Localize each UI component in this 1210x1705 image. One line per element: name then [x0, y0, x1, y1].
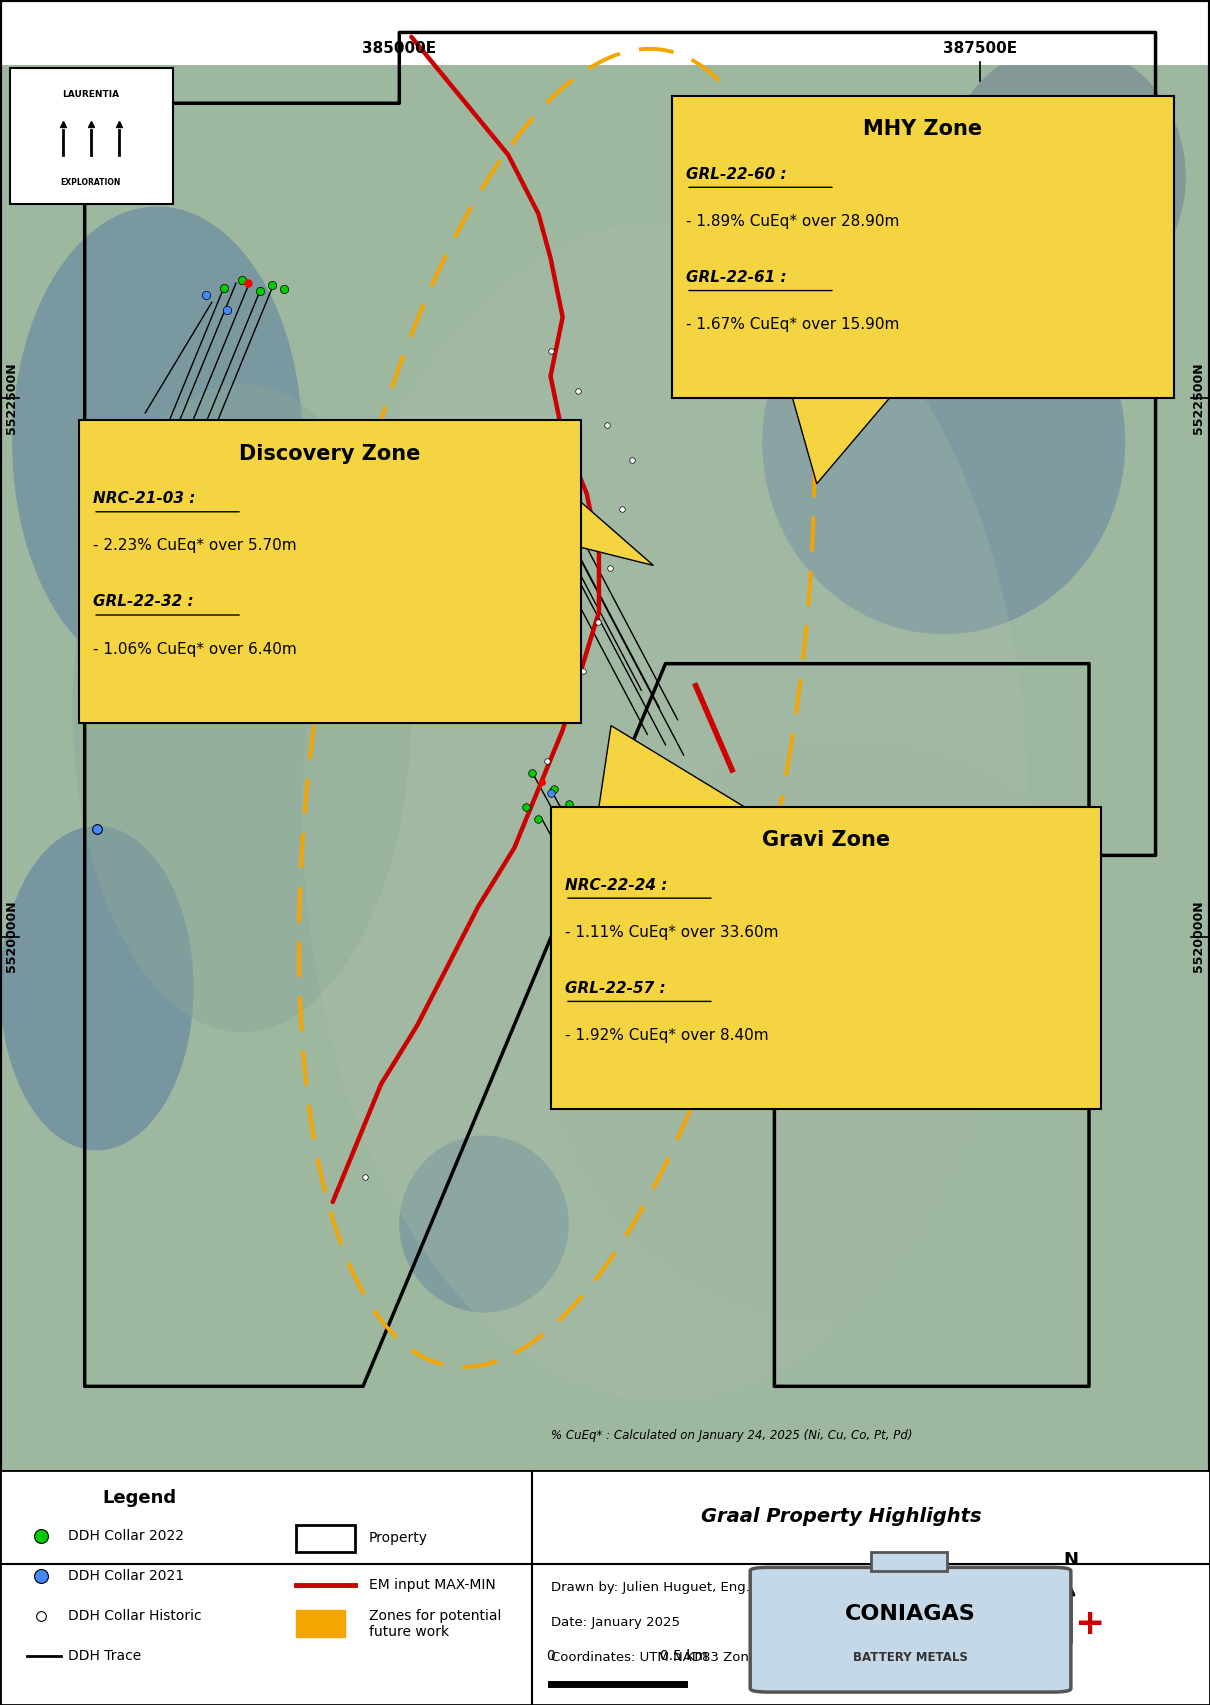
Text: DDH Collar 2022: DDH Collar 2022 [68, 1529, 184, 1543]
Text: GRL-22-61 :: GRL-22-61 : [686, 269, 786, 285]
Text: - 1.06% CuEq* over 6.40m: - 1.06% CuEq* over 6.40m [93, 641, 296, 656]
Polygon shape [581, 501, 653, 566]
Polygon shape [793, 399, 889, 484]
Text: 0.5 km: 0.5 km [659, 1649, 708, 1662]
Text: N: N [1064, 1550, 1078, 1569]
Text: Date: January 2025: Date: January 2025 [551, 1616, 680, 1630]
Text: 387500E: 387500E [943, 41, 1018, 56]
Text: 5522500N: 5522500N [5, 363, 18, 435]
Bar [296, 1524, 355, 1552]
Bar [672, 95, 1174, 399]
Text: - 1.11% CuEq* over 33.60m: - 1.11% CuEq* over 33.60m [565, 924, 778, 939]
Bar [79, 421, 581, 723]
Text: Drawn by: Julien Huguet, Eng., MSc.: Drawn by: Julien Huguet, Eng., MSc. [551, 1581, 789, 1594]
Text: 385000E: 385000E [362, 41, 437, 56]
Bar [10, 68, 173, 203]
Text: - 2.23% CuEq* over 5.70m: - 2.23% CuEq* over 5.70m [93, 539, 296, 554]
Ellipse shape [544, 737, 1150, 1328]
Ellipse shape [399, 1136, 569, 1313]
Text: LAURENTIA: LAURENTIA [62, 90, 120, 99]
Text: - 1.89% CuEq* over 28.90m: - 1.89% CuEq* over 28.90m [686, 213, 899, 228]
Text: - 1.67% CuEq* over 15.90m: - 1.67% CuEq* over 15.90m [686, 317, 899, 332]
Text: GRL-22-57 :: GRL-22-57 : [565, 980, 666, 996]
Ellipse shape [12, 206, 302, 679]
Text: Coordinates: UTM NAD83 Zone 19: Coordinates: UTM NAD83 Zone 19 [551, 1652, 778, 1664]
Ellipse shape [944, 44, 1186, 310]
Text: GRL-22-32 :: GRL-22-32 : [93, 595, 194, 609]
Text: EXPLORATION: EXPLORATION [60, 179, 121, 188]
Text: EM input MAX-MIN: EM input MAX-MIN [369, 1579, 496, 1592]
Text: MHY Zone: MHY Zone [863, 119, 983, 140]
Text: 0: 0 [546, 1649, 555, 1662]
Text: BATTERY METALS: BATTERY METALS [853, 1652, 968, 1664]
Text: 5520000N: 5520000N [1192, 900, 1205, 972]
Text: Zones for potential
future work: Zones for potential future work [369, 1610, 501, 1639]
Bar [871, 1552, 947, 1570]
Text: NRC-22-24 :: NRC-22-24 : [565, 878, 668, 892]
Ellipse shape [302, 222, 1028, 1402]
Text: DDH Trace: DDH Trace [68, 1649, 142, 1662]
Text: Discovery Zone: Discovery Zone [240, 443, 420, 464]
Text: NRC-21-03 :: NRC-21-03 : [93, 491, 196, 506]
Text: DDH Collar Historic: DDH Collar Historic [68, 1608, 201, 1623]
Text: Legend: Legend [102, 1488, 177, 1507]
Polygon shape [599, 726, 744, 806]
Text: CONIAGAS: CONIAGAS [845, 1604, 976, 1625]
Bar [296, 1610, 345, 1637]
Text: 5520000N: 5520000N [5, 900, 18, 972]
Text: Property: Property [369, 1531, 428, 1545]
Text: DDH Collar 2021: DDH Collar 2021 [68, 1569, 184, 1582]
FancyBboxPatch shape [750, 1567, 1071, 1691]
Ellipse shape [73, 384, 411, 1032]
Text: 5522500N: 5522500N [1192, 363, 1205, 435]
Text: Gravi Zone: Gravi Zone [762, 830, 889, 851]
Text: % CuEq* : Calculated on January 24, 2025 (Ni, Cu, Co, Pt, Pd): % CuEq* : Calculated on January 24, 2025… [552, 1429, 912, 1442]
Ellipse shape [0, 825, 194, 1151]
Text: - 1.92% CuEq* over 8.40m: - 1.92% CuEq* over 8.40m [565, 1028, 768, 1043]
Bar [551, 806, 1101, 1108]
Text: GRL-22-60 :: GRL-22-60 : [686, 167, 786, 182]
Text: +: + [1074, 1606, 1105, 1640]
Text: Graal Property Highlights: Graal Property Highlights [701, 1507, 981, 1526]
Bar [0, 0, 1210, 65]
Ellipse shape [762, 251, 1125, 634]
